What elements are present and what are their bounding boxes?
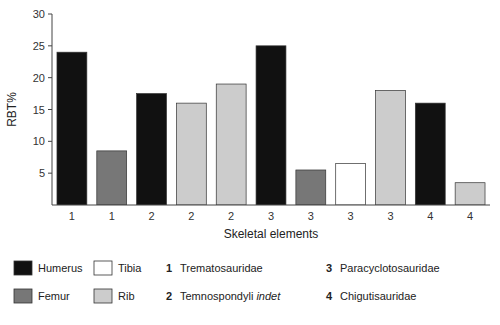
annotation-text: Temnospondyliindet xyxy=(180,290,281,302)
legend-label: Rib xyxy=(118,290,135,302)
bar xyxy=(415,103,445,205)
y-tick-label: 30 xyxy=(33,8,45,20)
chart: 5 10 15 20 25 30 1 1 2 2 2 3 3 3 3 4 4 Skeletal elements R… xyxy=(0,0,500,325)
x-tick-label: 2 xyxy=(228,210,234,222)
annotation-text-part: Paracyclotosauridae xyxy=(340,262,440,274)
annotation-number: 3 xyxy=(326,262,332,274)
annotation-number: 2 xyxy=(166,290,172,302)
legend-swatch xyxy=(14,289,32,303)
bar xyxy=(455,183,485,205)
y-tick xyxy=(48,45,52,46)
bar xyxy=(216,84,246,205)
y-tick-label: 15 xyxy=(33,104,45,116)
x-tick-label: 3 xyxy=(308,210,314,222)
bar xyxy=(296,170,326,205)
legend-label: Femur xyxy=(38,290,70,302)
legend-swatch xyxy=(14,261,32,275)
x-tick-label: 3 xyxy=(348,210,354,222)
y-tick xyxy=(48,109,52,110)
bar xyxy=(176,103,206,205)
x-tick-label: 2 xyxy=(148,210,154,222)
annotation-number: 4 xyxy=(326,290,333,302)
y-tick xyxy=(48,77,52,78)
y-tick-label: 5 xyxy=(39,167,45,179)
y-tick-label: 10 xyxy=(33,135,45,147)
bar xyxy=(256,46,286,205)
x-tick-label: 1 xyxy=(109,210,115,222)
legend-swatch xyxy=(94,289,112,303)
bar xyxy=(57,52,87,205)
y-tick xyxy=(48,14,52,15)
y-tick-label: 20 xyxy=(33,72,45,84)
legend-label: Humerus xyxy=(38,262,83,274)
x-tick-label: 4 xyxy=(427,210,433,222)
legend-label: Tibia xyxy=(118,262,142,274)
y-tick xyxy=(48,173,52,174)
annotation-italic-part: indet xyxy=(256,290,281,302)
x-tick-label: 1 xyxy=(69,210,75,222)
bar xyxy=(137,94,167,205)
x-tick-label: 3 xyxy=(268,210,274,222)
annotation-text: Paracyclotosauridae xyxy=(340,262,440,274)
y-tick-label: 25 xyxy=(33,40,45,52)
y-tick xyxy=(48,141,52,142)
annotation-text-part: Trematosauridae xyxy=(180,262,263,274)
legend-swatch xyxy=(94,261,112,275)
x-tick-label: 3 xyxy=(387,210,393,222)
annotation-text: Chigutisauridae xyxy=(340,290,416,302)
x-axis-label: Skeletal elements xyxy=(224,227,319,241)
y-axis-label: RBT% xyxy=(5,92,19,127)
x-tick-label: 4 xyxy=(467,210,473,222)
bar xyxy=(376,90,406,205)
bar xyxy=(97,151,127,205)
annotation-number: 1 xyxy=(166,262,172,274)
annotation-text-part: Chigutisauridae xyxy=(340,290,416,302)
bar xyxy=(336,164,366,205)
bars xyxy=(57,46,485,205)
annotation-text-part: Temnospondyli xyxy=(180,290,253,302)
x-tick-label: 2 xyxy=(188,210,194,222)
annotation-text: Trematosauridae xyxy=(180,262,263,274)
x-axis xyxy=(52,205,490,206)
